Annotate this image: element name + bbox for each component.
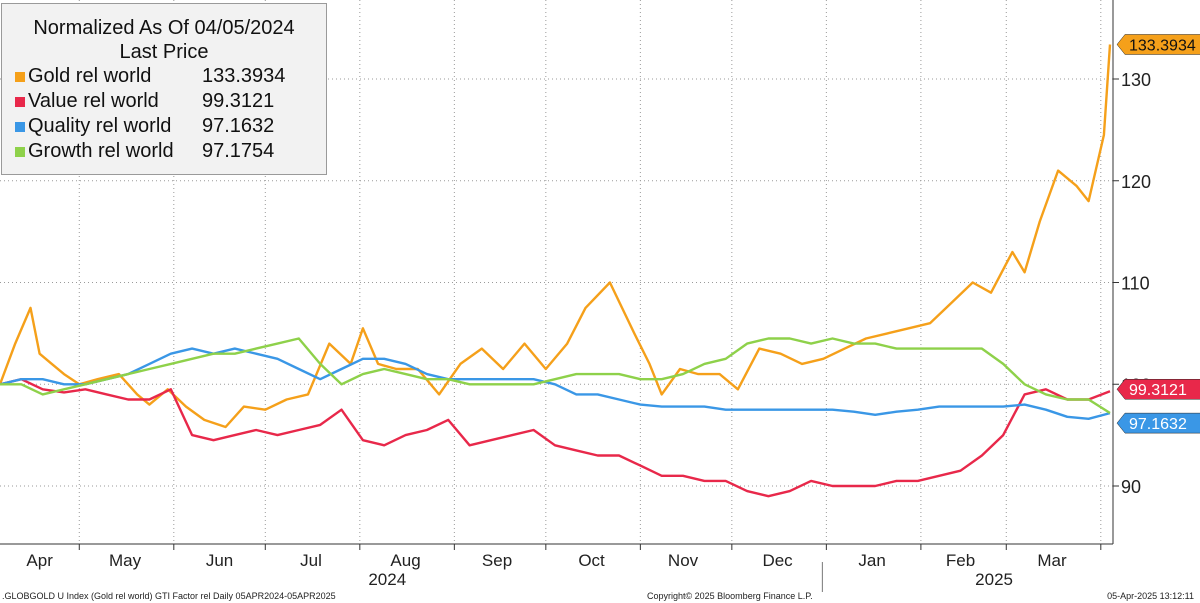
y-tick-label: 110 <box>1121 274 1150 294</box>
x-tick-label: Dec <box>762 551 793 570</box>
legend-name-quality: Quality rel world <box>28 115 172 137</box>
series-line-quality-rel-world <box>0 347 1111 420</box>
legend-swatch-quality <box>15 122 25 132</box>
y-tick-label: 90 <box>1121 477 1141 497</box>
legend-row-value: Value rel world 99.3121 <box>2 89 326 114</box>
legend-value-value: 99.3121 <box>202 90 275 112</box>
legend-row-quality: Quality rel world 97.1632 <box>2 114 326 139</box>
legend-name-growth: Growth rel world <box>28 140 174 162</box>
last-price-tag-bg <box>1116 378 1200 400</box>
x-tick-label: Apr <box>26 551 53 570</box>
x-year-label: 2024 <box>368 570 406 589</box>
x-tick-label: Jul <box>300 551 322 570</box>
x-tick-label: Mar <box>1037 551 1067 570</box>
legend-swatch-growth <box>15 147 25 157</box>
footer-timestamp: 05-Apr-2025 13:12:11 <box>1107 591 1194 601</box>
last-price-tag-label: 97.1632 <box>1129 416 1187 433</box>
last-price-tag-bg <box>1116 412 1200 434</box>
x-year-label: 2025 <box>975 570 1013 589</box>
footer-copyright: Copyright© 2025 Bloomberg Finance L.P. <box>647 591 813 601</box>
footer-source: .GLOBGOLD U Index (Gold rel world) GTI F… <box>2 591 336 601</box>
last-price-tag-label: 99.3121 <box>1129 382 1187 399</box>
legend-swatch-value <box>15 97 25 107</box>
legend-subtitle: Last Price <box>119 41 209 63</box>
last-price-tag: 133.3934 <box>1116 34 1200 55</box>
last-price-tag-label: 133.3934 <box>1129 37 1196 54</box>
x-tick-label: Oct <box>578 551 605 570</box>
legend-title: Normalized As Of 04/05/2024 <box>33 17 295 39</box>
legend-name-value: Value rel world <box>28 90 159 112</box>
legend-value-gold: 133.3934 <box>202 65 286 87</box>
chart-legend: Normalized As Of 04/05/2024 Last Price G… <box>1 3 327 175</box>
series-line-growth-rel-world <box>0 337 1111 415</box>
x-tick-label: Nov <box>668 551 699 570</box>
last-price-tag: 97.1632 <box>1116 412 1200 434</box>
legend-row-growth: Growth rel world 97.1754 <box>2 139 326 164</box>
x-tick-label: Feb <box>946 551 975 570</box>
x-tick-label: Jun <box>206 551 233 570</box>
legend-name-gold: Gold rel world <box>28 65 152 87</box>
y-tick-label: 120 <box>1121 172 1151 192</box>
last-price-tag: 99.3121 <box>1116 378 1200 400</box>
series-line-value-rel-world <box>0 378 1111 498</box>
x-tick-label: Sep <box>482 551 512 570</box>
last-price-tag-bg <box>1116 34 1200 55</box>
legend-value-growth: 97.1754 <box>202 140 275 162</box>
legend-swatch-gold <box>15 72 25 82</box>
legend-row-gold: Gold rel world 133.3934 <box>2 64 326 89</box>
y-tick-label: 130 <box>1121 70 1151 90</box>
x-tick-label: Aug <box>390 551 420 570</box>
legend-value-quality: 97.1632 <box>202 115 275 137</box>
x-tick-label: Jan <box>858 551 885 570</box>
series-line-gold-rel-world <box>0 44 1112 429</box>
x-tick-label: May <box>109 551 142 570</box>
